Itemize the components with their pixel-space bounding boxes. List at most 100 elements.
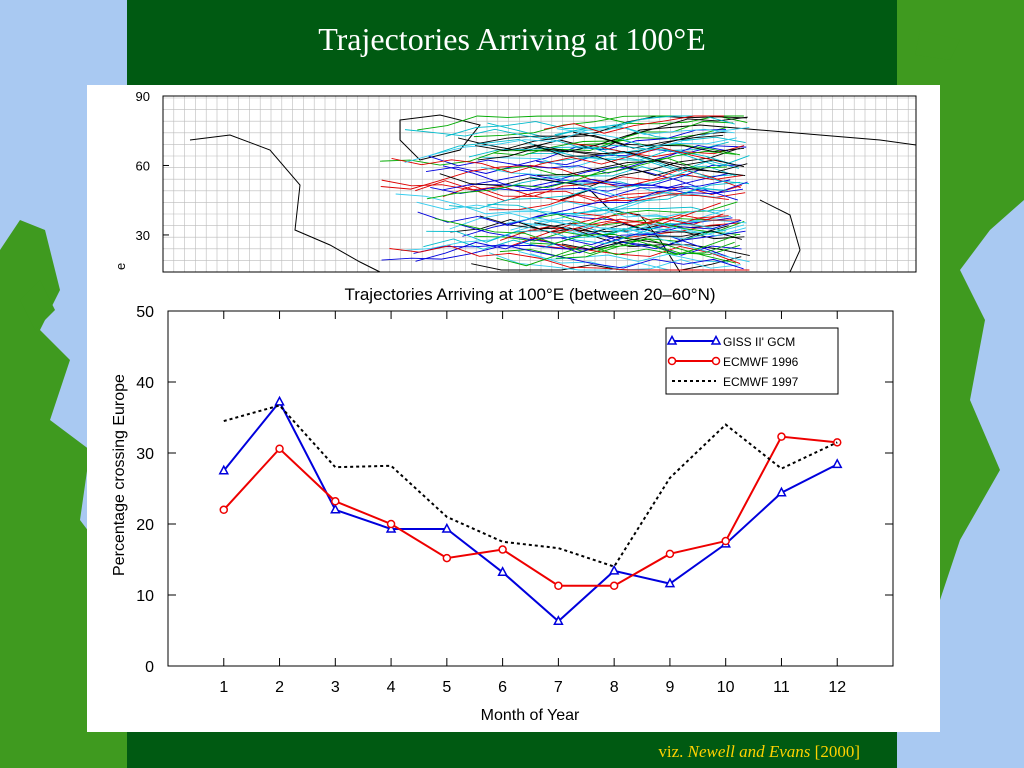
map-y-tick-label: 30 [136,228,150,243]
chart: Trajectories Arriving at 100°E (between … [111,285,894,724]
map-inset: 90 60 30 e [113,89,917,273]
map-trajectory [503,135,745,153]
x-tick-label: 1 [219,679,228,696]
x-tick-label: 8 [610,679,619,696]
point [831,458,843,469]
legend-marker [711,356,721,366]
map-y-tick-label: 60 [136,158,150,173]
chart-title: Trajectories Arriving at 100°E (between … [344,285,715,304]
footer: viz. Newell and Evans [2000] [658,742,860,761]
x-tick-label: 12 [828,679,846,696]
x-tick-label: 10 [717,679,735,696]
map-trajectory [510,202,722,247]
map-trajectory [441,164,742,191]
legend-marker [710,334,722,345]
point [554,581,563,591]
map-trajectory [479,127,750,169]
legend-label: ECMWF 1996 [723,355,799,369]
legend-marker [666,334,678,345]
map-coastline [759,199,801,273]
point [219,505,229,515]
map-trajectory [404,124,735,163]
map-trajectory [434,217,735,255]
map-trajectory [426,222,727,245]
point [608,564,620,575]
point [497,566,508,577]
map-trajectory [533,144,745,168]
point [275,444,284,453]
x-tick-label: 3 [331,679,340,696]
y-tick-label: 20 [136,517,154,534]
map-trajectory [430,179,731,197]
legend-box [665,327,839,395]
y-tick-label: 10 [136,588,154,605]
map-trajectory [561,219,742,246]
map-trajectory [561,230,742,251]
x-axis-label: Month of Year [481,707,580,724]
figure-box [87,85,940,732]
x-tick-label: 4 [387,679,396,696]
legend-marker [667,356,677,366]
point [498,545,507,554]
map-trajectory [479,215,750,257]
map-trajectory [468,146,740,172]
map-trajectory [416,201,747,224]
x-tick-label: 11 [773,679,790,696]
point [664,577,676,588]
map-trajectory [417,115,748,131]
map-trajectory [530,253,741,271]
point [609,581,619,591]
map-trajectory [442,173,744,197]
legend-label: ECMWF 1997 [723,375,799,389]
map-trajectory [487,188,728,215]
point [553,615,564,626]
map-trajectory [505,217,747,237]
map-trajectory [537,160,748,176]
series-line [223,404,838,568]
map-coastline [189,134,381,273]
map-trajectory [415,230,746,262]
map-trajectory [428,138,729,161]
footer-authors: Newell and Evans [687,742,811,761]
map-trajectory [381,241,742,261]
map-trajectory [556,128,737,148]
map-trajectory [539,146,750,167]
map-trajectory [395,193,726,217]
map-trajectory [529,237,741,264]
map-trajectory [488,194,729,211]
map-trajectory [442,165,743,195]
map-coastline [399,114,481,161]
map-trajectory [471,256,742,271]
map-y-tick-label: 90 [136,89,150,104]
point [777,432,786,441]
map-trajectory [457,131,729,155]
map-trajectory [518,250,729,263]
map-trajectory [573,211,724,227]
map-trajectory [389,245,750,271]
map-trajectory [543,115,725,134]
x-tick-label: 7 [554,679,563,696]
plot-frame [167,310,894,667]
map-trajectory [391,147,722,174]
slide-title: Trajectories Arriving at 100°E [318,21,706,57]
map-y-label: e [113,263,128,270]
x-tick-label: 9 [665,679,674,696]
point [442,553,452,563]
map-trajectory [477,116,748,161]
point [776,486,787,497]
point [274,395,285,406]
x-tick-label: 5 [442,679,451,696]
map-trajectory [496,234,737,267]
y-tick-label: 50 [136,304,154,321]
y-axis-label: Percentage crossing Europe [111,374,128,576]
land-right [915,30,960,60]
map-trajectory [427,144,729,174]
map-trajectory [404,128,736,166]
map-trajectory [572,217,723,226]
x-tick-label: 2 [275,679,284,696]
point [665,549,675,559]
map-trajectory [555,238,736,264]
point [721,536,730,546]
